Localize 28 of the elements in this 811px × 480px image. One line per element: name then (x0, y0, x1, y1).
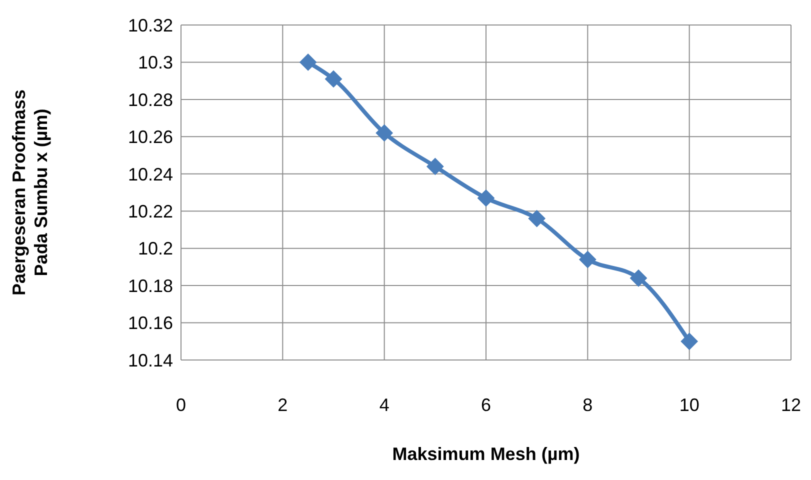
y-tick-label: 10.2 (138, 238, 173, 259)
x-tick-label: 8 (582, 394, 593, 415)
y-tick-label: 10.28 (128, 90, 173, 110)
y-tick-label: 10.24 (128, 164, 173, 184)
y-tick-label: 10.32 (128, 15, 173, 36)
x-axis-title: Maksimum Mesh (µm) (392, 444, 580, 464)
y-tick-label: 10.18 (128, 276, 173, 296)
point (630, 270, 647, 287)
point (300, 54, 317, 71)
y-tick-label: 10.16 (128, 313, 173, 334)
point (426, 158, 444, 175)
point (579, 251, 596, 268)
point (376, 124, 393, 142)
x-tick-label: 4 (379, 394, 390, 415)
point (528, 210, 546, 228)
x-tick-label: 0 (176, 394, 186, 415)
x-tick-label: 10 (679, 394, 700, 415)
x-tick-label: 6 (480, 394, 492, 415)
point (680, 332, 698, 350)
y-tick-label: 10.22 (128, 202, 173, 222)
x-tick-label: 2 (278, 394, 288, 415)
y-tick-label: 10.14 (128, 350, 173, 370)
x-tick-label: 12 (780, 394, 802, 415)
y-tick-label: 10.26 (128, 127, 173, 148)
point (325, 70, 342, 88)
y-tick-label: 10.3 (138, 52, 173, 73)
point (478, 190, 494, 207)
y-axis-title: Paergeseran Proofmass Pada Sumbu x (µm) (9, 89, 51, 296)
